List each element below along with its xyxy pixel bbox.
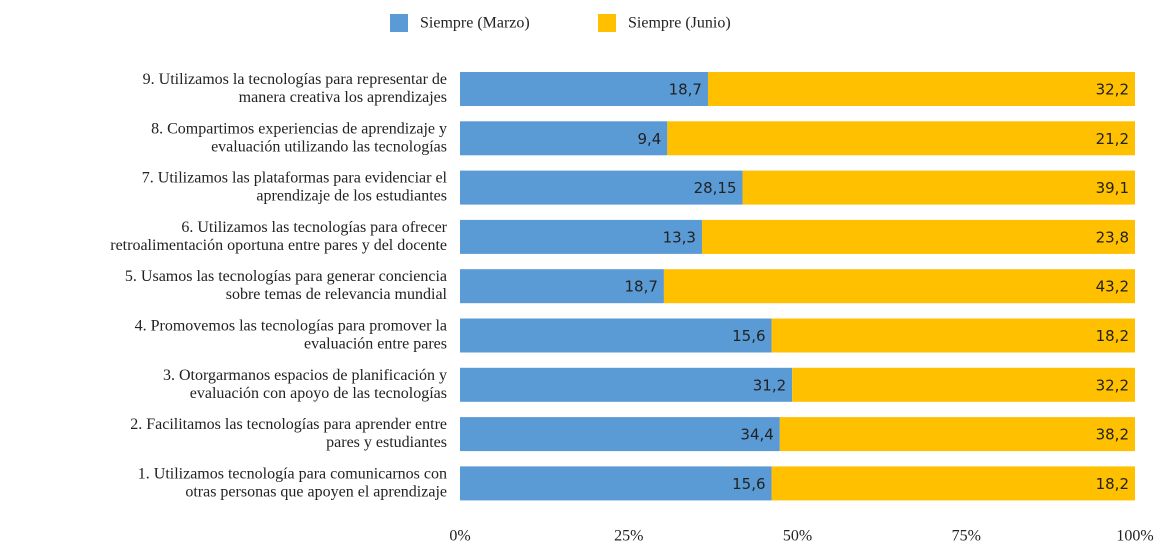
x-tick-label: 25% — [614, 528, 643, 545]
y-tick-label-line: 8. Compartimos experiencias de aprendiza… — [151, 120, 447, 137]
legend-label: Siempre (Marzo) — [420, 15, 530, 32]
bar — [460, 318, 772, 353]
data-label: 23,8 — [1096, 228, 1129, 246]
y-tick-label-line: otras personas que apoyen el aprendizaje — [185, 483, 447, 500]
y-tick-label-line: sobre temas de relevancia mundial — [226, 286, 448, 303]
data-label: 21,2 — [1096, 130, 1129, 148]
bar — [663, 269, 1135, 304]
y-tick-label: 6. Utilizamos las tecnologías para ofrec… — [110, 219, 447, 254]
bar — [460, 72, 708, 106]
data-label: 18,7 — [625, 278, 658, 296]
y-tick-label: 4. Promovemos las tecnologías para promo… — [135, 317, 447, 352]
bar — [460, 466, 772, 501]
bar — [771, 466, 1135, 501]
y-tick-label: 2. Facilitamos las tecnologías para apre… — [130, 416, 447, 451]
bar — [667, 121, 1135, 156]
data-label: 32,2 — [1096, 376, 1129, 394]
data-label: 38,2 — [1096, 426, 1129, 444]
x-tick-label: 75% — [952, 528, 981, 545]
data-label: 18,7 — [669, 81, 702, 99]
data-label: 43,2 — [1096, 278, 1129, 296]
y-tick-label-line: evaluación entre pares — [304, 335, 447, 352]
y-tick-label-line: 6. Utilizamos las tecnologías para ofrec… — [181, 219, 447, 236]
y-tick-label-line: 5. Usamos las tecnologías para generar c… — [125, 268, 447, 285]
y-tick-label-line: pares y estudiantes — [326, 434, 447, 451]
bar — [460, 269, 664, 304]
bar — [460, 121, 668, 156]
bar — [771, 318, 1135, 353]
y-tick-label-line: 2. Facilitamos las tecnologías para apre… — [130, 416, 447, 433]
bar — [701, 219, 1135, 254]
data-label: 34,4 — [740, 426, 773, 444]
y-tick-label-line: evaluación con apoyo de las tecnologías — [190, 384, 447, 401]
data-label: 28,15 — [694, 179, 737, 197]
y-tick-label-line: 4. Promovemos las tecnologías para promo… — [135, 317, 447, 334]
y-tick-label: 9. Utilizamos la tecnologías para repres… — [143, 71, 447, 106]
data-label: 39,1 — [1096, 179, 1129, 197]
data-label: 32,2 — [1096, 81, 1129, 99]
y-tick-label-line: 9. Utilizamos la tecnologías para repres… — [143, 71, 447, 88]
data-label: 15,6 — [732, 327, 765, 345]
data-label: 18,2 — [1096, 327, 1129, 345]
data-label: 18,2 — [1096, 475, 1129, 493]
legend-label: Siempre (Junio) — [628, 15, 731, 32]
x-tick-label: 100% — [1116, 528, 1153, 545]
bar — [460, 417, 780, 452]
bar — [460, 170, 743, 205]
y-tick-label: 7. Utilizamos las plataformas para evide… — [142, 169, 448, 204]
y-tick-label-line: 3. Otorgarmanos espacios de planificació… — [163, 366, 447, 383]
y-tick-label: 3. Otorgarmanos espacios de planificació… — [163, 366, 447, 401]
bar — [460, 219, 702, 254]
legend-swatch — [598, 14, 616, 32]
y-tick-label-line: 1. Utilizamos tecnología para comunicarn… — [138, 465, 447, 482]
data-label: 15,6 — [732, 475, 765, 493]
y-tick-label-line: manera creativa los aprendizajes — [239, 89, 447, 106]
y-tick-label: 8. Compartimos experiencias de aprendiza… — [151, 120, 447, 155]
legend-swatch — [390, 14, 408, 32]
bar — [779, 417, 1135, 452]
bar — [792, 367, 1135, 402]
bar — [742, 170, 1135, 205]
y-tick-label-line: retroalimentación oportuna entre pares y… — [110, 237, 447, 254]
data-label: 13,3 — [663, 228, 696, 246]
data-label: 9,4 — [637, 130, 661, 148]
x-tick-label: 0% — [449, 528, 470, 545]
y-tick-label-line: evaluación utilizando las tecnologías — [211, 138, 447, 155]
y-tick-label-line: 7. Utilizamos las plataformas para evide… — [142, 169, 448, 186]
y-tick-label: 1. Utilizamos tecnología para comunicarn… — [138, 465, 447, 500]
y-tick-label: 5. Usamos las tecnologías para generar c… — [125, 268, 448, 303]
bar — [707, 72, 1135, 106]
data-label: 31,2 — [753, 376, 786, 394]
bar — [460, 367, 793, 402]
x-tick-label: 50% — [783, 528, 812, 545]
y-tick-label-line: aprendizaje de los estudiantes — [256, 187, 447, 204]
